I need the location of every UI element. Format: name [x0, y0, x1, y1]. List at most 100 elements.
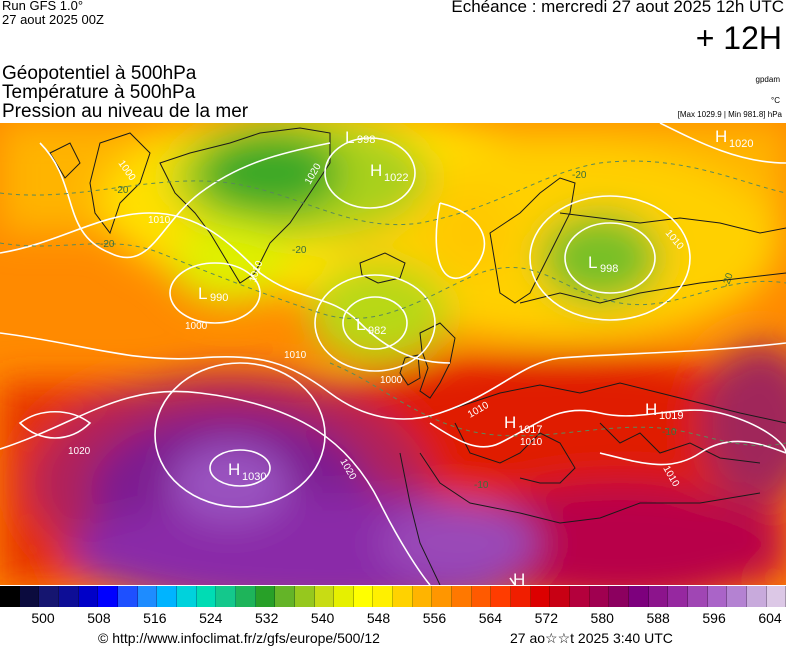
pressure-center-value: 1030: [242, 471, 266, 483]
pressure-center-type: H: [645, 400, 657, 419]
isotherm-label: -20: [114, 185, 129, 196]
color-scale-tick-label: 556: [422, 610, 447, 626]
pressure-center-type: H: [715, 127, 727, 146]
color-swatch: [39, 586, 59, 607]
color-scale-tick-label: 588: [646, 610, 670, 626]
isotherm-label: -10: [474, 480, 489, 491]
color-swatch: [0, 586, 20, 607]
color-swatch: [511, 586, 531, 607]
isotherm-label: -10: [662, 427, 677, 438]
color-swatch: [452, 586, 472, 607]
color-swatch: [19, 586, 40, 607]
pressure-center-value: 998: [357, 134, 375, 146]
isobars: [0, 123, 786, 585]
pressure-center-type: L: [356, 315, 365, 334]
pressure-center-type: L: [588, 253, 597, 272]
isobar-label: 1000: [185, 321, 208, 332]
isobar-label: 1010: [148, 215, 171, 226]
color-swatch: [98, 586, 118, 607]
pressure-center-value: 990: [210, 292, 228, 304]
color-swatch: [766, 586, 786, 607]
color-swatch: [117, 586, 138, 607]
forecast-valid-time: Echéance : mercredi 27 aout 2025 12h UTC: [451, 0, 784, 16]
color-scale-tick-label: 524: [199, 610, 223, 626]
color-scale-tick-label: 548: [366, 610, 391, 626]
color-scale-tick-label: 580: [590, 610, 614, 626]
pressure-center-value: 998: [600, 263, 618, 275]
color-scale-tick-label: 540: [310, 610, 335, 626]
parameter-temperature: Température à 500hPa: [2, 82, 196, 103]
unit-geopotential: gpdam: [755, 75, 780, 84]
color-scale: [0, 586, 786, 607]
color-swatch: [137, 586, 158, 607]
pressure-center-type: H: [228, 460, 240, 479]
color-swatch: [176, 586, 197, 607]
color-swatch: [648, 586, 669, 607]
color-swatch: [550, 586, 571, 607]
color-swatch: [432, 586, 453, 607]
isotherm-label: -20: [720, 271, 735, 289]
color-swatch: [727, 586, 747, 607]
color-swatch: [373, 586, 394, 607]
color-scale-tick-label: 572: [534, 610, 558, 626]
map-canvas: L 998 H 1022 L 990 L 982 L 998 H 1020 H …: [0, 123, 786, 585]
unit-temperature: °C: [771, 96, 780, 105]
color-swatch: [570, 586, 590, 607]
color-swatch: [393, 586, 413, 607]
color-swatch: [629, 586, 649, 607]
color-swatch: [334, 586, 354, 607]
color-scale-tick-label: 532: [255, 610, 279, 626]
color-swatch: [275, 586, 295, 607]
parameter-pressure: Pression au niveau de la mer: [2, 101, 249, 122]
color-swatch: [255, 586, 276, 607]
color-swatch: [294, 586, 315, 607]
pressure-center-value: 1019: [659, 410, 683, 422]
color-scale-tick-label: 596: [702, 610, 726, 626]
pressure-center-value: 982: [368, 325, 386, 337]
pressure-center-type: H: [370, 161, 382, 180]
pressure-range: [Max 1029.9 | Min 981.8] hPa: [677, 110, 782, 119]
isobar-label: 1000: [380, 375, 403, 386]
pressure-center-value: 1022: [384, 172, 408, 184]
color-scale-tick-label: 604: [758, 610, 782, 626]
color-swatch: [196, 586, 217, 607]
temperature-isotherms: [0, 160, 786, 447]
color-swatch: [589, 586, 610, 607]
color-swatch: [609, 586, 629, 607]
color-swatch: [353, 586, 374, 607]
isobar-label: 1010: [520, 437, 543, 448]
run-date: 27 aout 2025 00Z: [2, 12, 104, 27]
generation-time: 27 ao☆☆t 2025 3:40 UTC: [510, 630, 673, 646]
color-swatch: [707, 586, 728, 607]
coastlines: [49, 127, 786, 585]
color-swatch: [78, 586, 99, 607]
color-scale-tick-label: 508: [87, 610, 111, 626]
isotherm-label: -20: [100, 239, 115, 250]
pressure-center-type: H: [504, 413, 516, 432]
isobar-label: 1020: [68, 446, 91, 457]
color-swatch: [216, 586, 236, 607]
color-swatch: [668, 586, 688, 607]
pressure-center-labels: L 998 H 1022 L 990 L 982 L 998 H 1020 H …: [198, 127, 753, 585]
color-swatch: [235, 586, 256, 607]
pressure-center-type: L: [198, 284, 207, 303]
run-title: Run GFS 1.0°: [2, 0, 84, 13]
color-swatch: [530, 586, 551, 607]
isobar-label: 1010: [284, 350, 307, 361]
isotherm-label: -20: [292, 245, 307, 256]
pressure-center-value: 1020: [729, 138, 753, 150]
color-swatch: [412, 586, 433, 607]
forecast-lead-time: + 12H: [695, 20, 782, 56]
color-swatch: [687, 586, 708, 607]
color-swatch: [58, 586, 79, 607]
color-scale-tick-label: 500: [31, 610, 55, 626]
pressure-center-value: 1017: [518, 424, 542, 436]
weather-map: L 998 H 1022 L 990 L 982 L 998 H 1020 H …: [0, 123, 786, 585]
color-swatch: [746, 586, 767, 607]
parameter-geopotential: Géopotentiel à 500hPa: [2, 63, 197, 84]
color-swatch: [314, 586, 335, 607]
source-url: © http://www.infoclimat.fr/z/gfs/europe/…: [98, 630, 380, 646]
color-swatch: [157, 586, 177, 607]
pressure-center-type: H: [513, 570, 525, 585]
isotherm-label: -20: [572, 170, 587, 181]
